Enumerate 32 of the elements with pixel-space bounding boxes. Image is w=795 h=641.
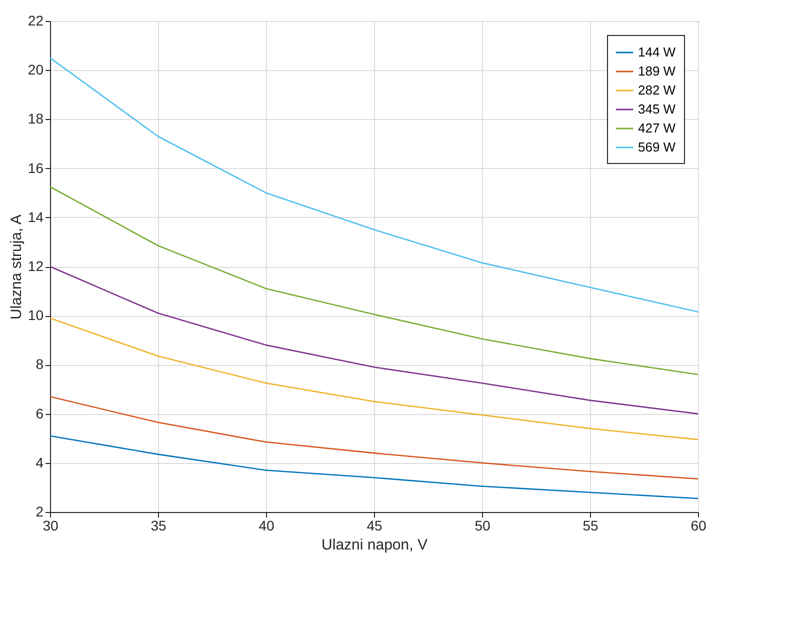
- legend-label: 282 W: [638, 82, 676, 98]
- y-tick-label: 6: [36, 405, 44, 422]
- legend-label: 144 W: [638, 44, 676, 60]
- line-series: [50, 435, 698, 500]
- x-tick-label: 45: [366, 518, 382, 534]
- y-axis-title: Ulazna struja, A: [8, 214, 25, 320]
- legend-label: 189 W: [638, 64, 676, 78]
- y-tick-label: 4: [36, 454, 44, 470]
- y-tick-label: 8: [36, 356, 44, 372]
- line-series: [50, 396, 698, 480]
- line-series: [50, 57, 698, 313]
- x-tick-label: 60: [690, 518, 706, 534]
- line-series: [50, 266, 698, 414]
- legend-label: 569 W: [638, 140, 676, 154]
- y-tick-label: 12: [28, 258, 44, 274]
- y-tick-label: 14: [28, 208, 44, 225]
- x-tick-label: 40: [258, 518, 274, 534]
- x-tick-label: 35: [150, 518, 166, 534]
- y-tick-label: 18: [28, 110, 44, 127]
- line-series: [50, 186, 698, 376]
- x-tick-label: 55: [582, 518, 598, 534]
- y-tick-label: 2: [36, 504, 44, 520]
- x-tick-label: 30: [42, 518, 58, 534]
- y-tick-label: 10: [28, 307, 44, 324]
- legend-label: 427 W: [638, 120, 676, 136]
- x-tick-label: 50: [474, 518, 490, 534]
- x-axis-title: Ulazni napon, V: [322, 536, 428, 554]
- legend-label: 345 W: [638, 102, 676, 116]
- y-tick-label: 22: [28, 12, 44, 28]
- y-tick-label: 20: [28, 62, 44, 78]
- line-series: [50, 317, 698, 440]
- y-tick-label: 16: [28, 160, 44, 176]
